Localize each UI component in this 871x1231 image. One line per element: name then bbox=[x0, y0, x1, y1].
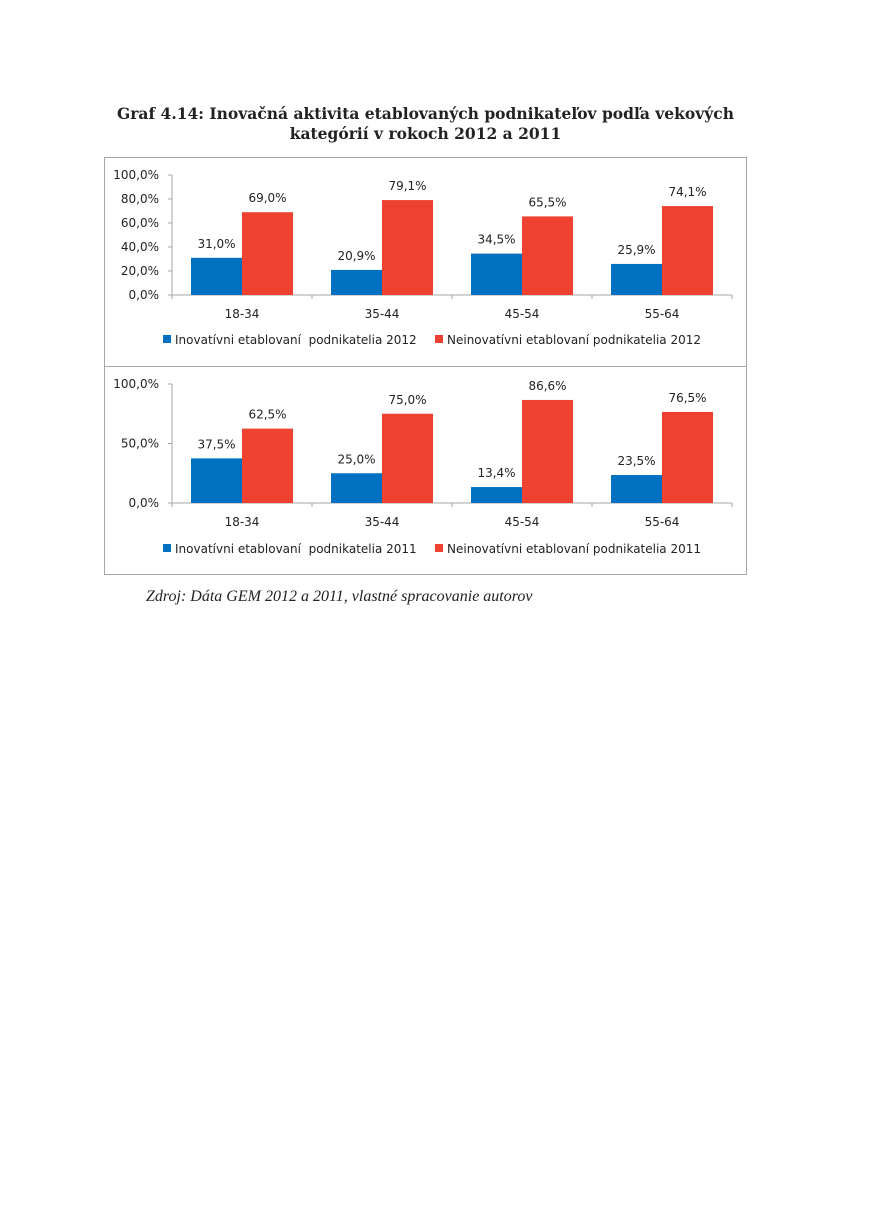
bar-innovative bbox=[471, 487, 522, 503]
data-label: 75,0% bbox=[388, 393, 426, 407]
y-tick-label: 0,0% bbox=[129, 288, 160, 302]
data-label: 31,0% bbox=[197, 237, 235, 251]
data-label: 79,1% bbox=[388, 179, 426, 193]
data-label: 62,5% bbox=[248, 408, 286, 422]
source-note: Zdroj: Dáta GEM 2012 a 2011, vlastné spr… bbox=[146, 588, 533, 605]
bar-innovative bbox=[191, 257, 242, 295]
y-tick-label: 20,0% bbox=[121, 264, 159, 278]
chart-panel-2012: 0,0% 20,0% 40,0% 60,0% 80,0% 100,0% 31,0% 69,0%… bbox=[104, 157, 747, 367]
chart-title-line-2: kategórií v rokoch 2012 a 2011 bbox=[289, 124, 562, 143]
bar-innovative bbox=[611, 263, 662, 295]
x-tick-label: 55-64 bbox=[645, 515, 680, 529]
y-tick-label: 50,0% bbox=[121, 437, 159, 451]
y-tick-label: 40,0% bbox=[121, 240, 159, 254]
y-tick-label: 100,0% bbox=[113, 377, 159, 391]
legend-swatch bbox=[435, 544, 443, 552]
legend-label: Neinovatívni etablovaní podnikatelia 201… bbox=[447, 542, 701, 556]
legend-swatch bbox=[163, 335, 171, 343]
data-label: 25,0% bbox=[337, 452, 375, 466]
bar-non-innovative bbox=[242, 212, 293, 295]
x-tick-label: 35-44 bbox=[365, 307, 400, 321]
x-tick-label: 18-34 bbox=[225, 515, 260, 529]
data-label: 69,0% bbox=[248, 191, 286, 205]
bar-innovative bbox=[471, 253, 522, 295]
bar-non-innovative bbox=[382, 200, 433, 295]
bar-non-innovative bbox=[662, 206, 713, 295]
bar-non-innovative bbox=[522, 216, 573, 295]
bar-non-innovative bbox=[522, 399, 573, 503]
legend-label: Inovatívni etablovaní podnikatelia 2011 bbox=[175, 542, 417, 556]
x-tick-label: 18-34 bbox=[225, 307, 260, 321]
data-label: 86,6% bbox=[528, 379, 566, 393]
y-tick-label: 80,0% bbox=[121, 192, 159, 206]
chart-panel-2011: 0,0% 50,0% 100,0% 37,5% 62,5% 18-34 25,0% 75,0%… bbox=[104, 366, 747, 575]
data-label: 76,5% bbox=[668, 391, 706, 405]
y-tick-label: 0,0% bbox=[129, 496, 160, 510]
legend-swatch bbox=[163, 544, 171, 552]
bar-innovative bbox=[611, 475, 662, 503]
y-tick-label: 100,0% bbox=[113, 168, 159, 182]
legend-label: Neinovatívni etablovaní podnikatelia 201… bbox=[447, 333, 701, 347]
x-tick-label: 55-64 bbox=[645, 307, 680, 321]
legend-swatch bbox=[435, 335, 443, 343]
bar-non-innovative bbox=[242, 428, 293, 503]
bar-non-innovative bbox=[382, 413, 433, 503]
bar-innovative bbox=[191, 458, 242, 503]
legend-label: Inovatívni etablovaní podnikatelia 2012 bbox=[175, 333, 417, 347]
data-label: 37,5% bbox=[197, 437, 235, 451]
bar-innovative bbox=[331, 269, 382, 295]
data-label: 23,5% bbox=[617, 454, 655, 468]
x-tick-label: 45-54 bbox=[505, 307, 540, 321]
y-tick-label: 60,0% bbox=[121, 216, 159, 230]
data-label: 13,4% bbox=[477, 466, 515, 480]
data-label: 34,5% bbox=[477, 233, 515, 247]
data-label: 65,5% bbox=[528, 195, 566, 209]
chart-title: Graf 4.14: Inovačná aktivita etablovanýc… bbox=[100, 104, 751, 144]
data-label: 20,9% bbox=[337, 249, 375, 263]
x-tick-label: 45-54 bbox=[505, 515, 540, 529]
x-tick-label: 35-44 bbox=[365, 515, 400, 529]
bar-chart-2011: 0,0% 50,0% 100,0% 37,5% 62,5% 18-34 25,0% 75,0%… bbox=[113, 377, 733, 556]
data-label: 25,9% bbox=[617, 243, 655, 257]
bar-chart-2012: 0,0% 20,0% 40,0% 60,0% 80,0% 100,0% 31,0% 69,0%… bbox=[113, 168, 733, 347]
bar-non-innovative bbox=[662, 411, 713, 503]
data-label: 74,1% bbox=[668, 185, 706, 199]
chart-title-line-1: Graf 4.14: Inovačná aktivita etablovanýc… bbox=[117, 104, 734, 123]
bar-innovative bbox=[331, 473, 382, 503]
